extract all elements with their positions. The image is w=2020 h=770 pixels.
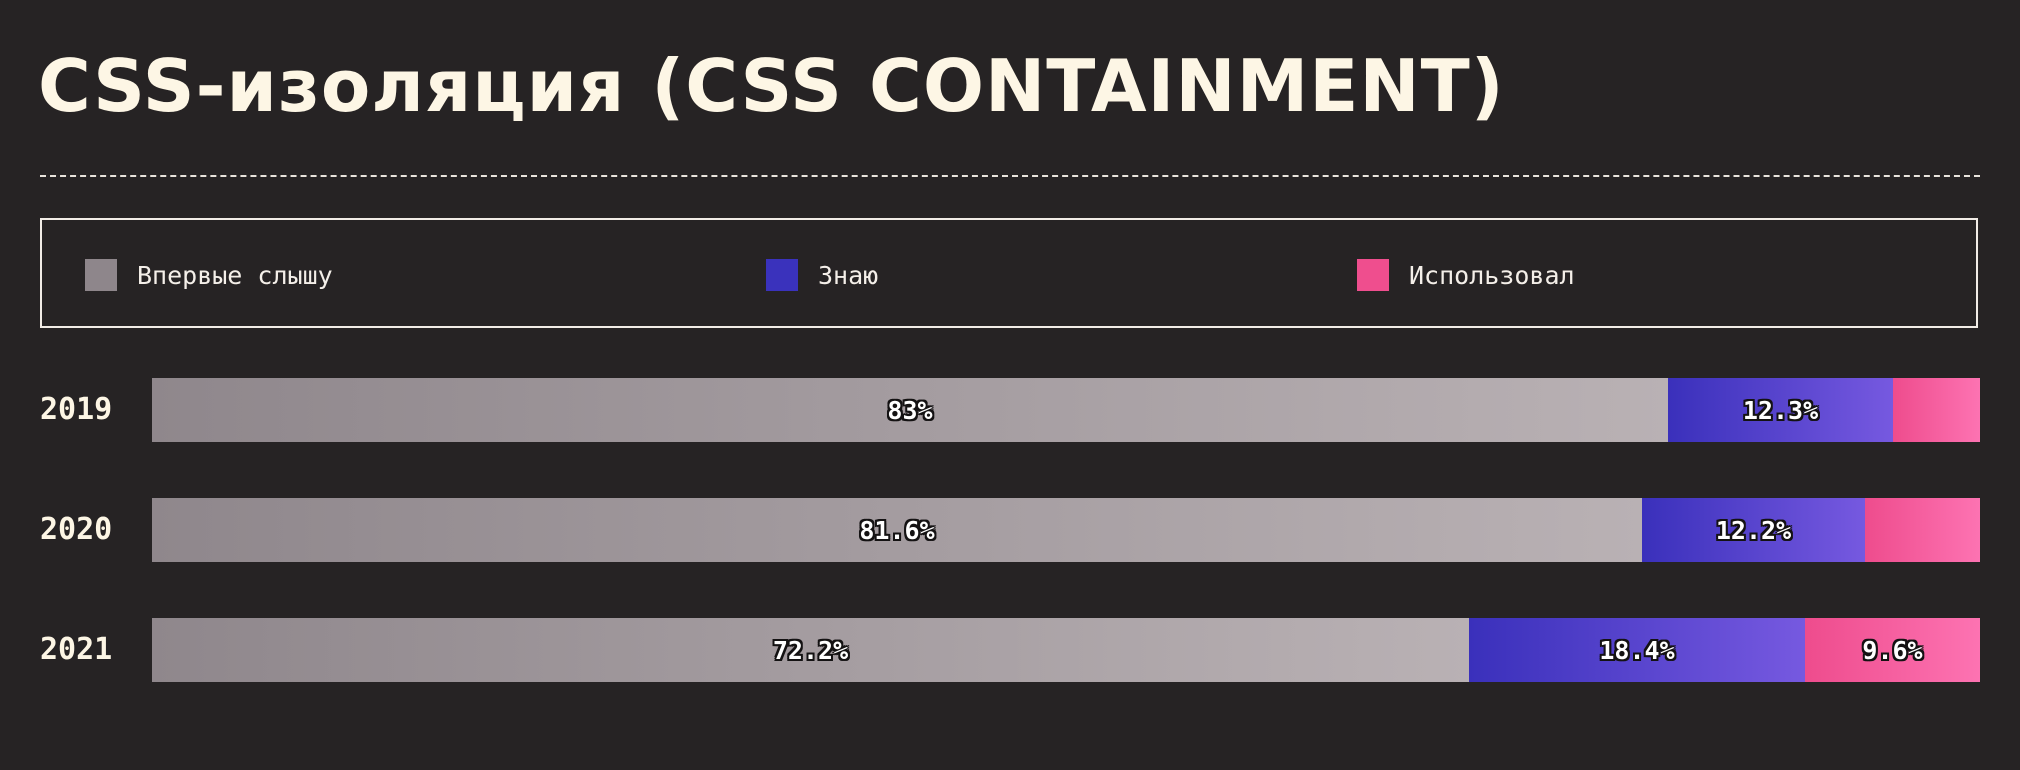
bar-segment-first-heard: 72.2% (152, 618, 1469, 682)
legend-swatch (766, 259, 798, 291)
bar-segment-know: 12.2% (1642, 498, 1865, 562)
divider (40, 175, 1980, 177)
bar-segment-used: 9.6% (1805, 618, 1980, 682)
legend-swatch (85, 259, 117, 291)
bar-value-label: 18.4% (1599, 635, 1675, 665)
bar-row-2021: 72.2% 18.4% 9.6% (152, 618, 1980, 682)
year-label: 2021 (40, 632, 113, 667)
bar-segment-used (1865, 498, 1980, 562)
bar-value-label: 12.3% (1742, 395, 1819, 425)
bar-segment-know: 12.3% (1668, 378, 1893, 442)
bar-segment-used (1893, 378, 1980, 442)
bar-segment-first-heard: 81.6% (152, 498, 1642, 562)
bar-segment-know: 18.4% (1469, 618, 1805, 682)
bar-segment-first-heard: 83% (152, 378, 1668, 442)
year-label: 2020 (40, 512, 113, 547)
bar-value-label: 12.2% (1715, 515, 1792, 545)
legend-item-used[interactable]: Использовал (1357, 259, 1575, 291)
legend-item-know[interactable]: Знаю (766, 259, 878, 291)
legend-label: Использовал (1409, 260, 1575, 290)
legend-label: Впервые слышу (137, 260, 333, 290)
bar-value-label: 72.2% (772, 635, 849, 665)
bar-row-2020: 81.6% 12.2% (152, 498, 1980, 562)
bar-value-label: 9.6% (1862, 635, 1923, 665)
legend-item-first-heard[interactable]: Впервые слышу (85, 259, 333, 291)
bar-value-label: 83% (887, 395, 933, 425)
legend: Впервые слышу Знаю Использовал (40, 218, 1978, 328)
year-label: 2019 (40, 392, 113, 427)
chart-title: CSS-изоляция (CSS CONTAINMENT) (38, 44, 1505, 128)
bar-value-label: 81.6% (859, 515, 935, 545)
legend-swatch (1357, 259, 1389, 291)
legend-label: Знаю (818, 260, 879, 290)
bar-row-2019: 83% 12.3% (152, 378, 1980, 442)
